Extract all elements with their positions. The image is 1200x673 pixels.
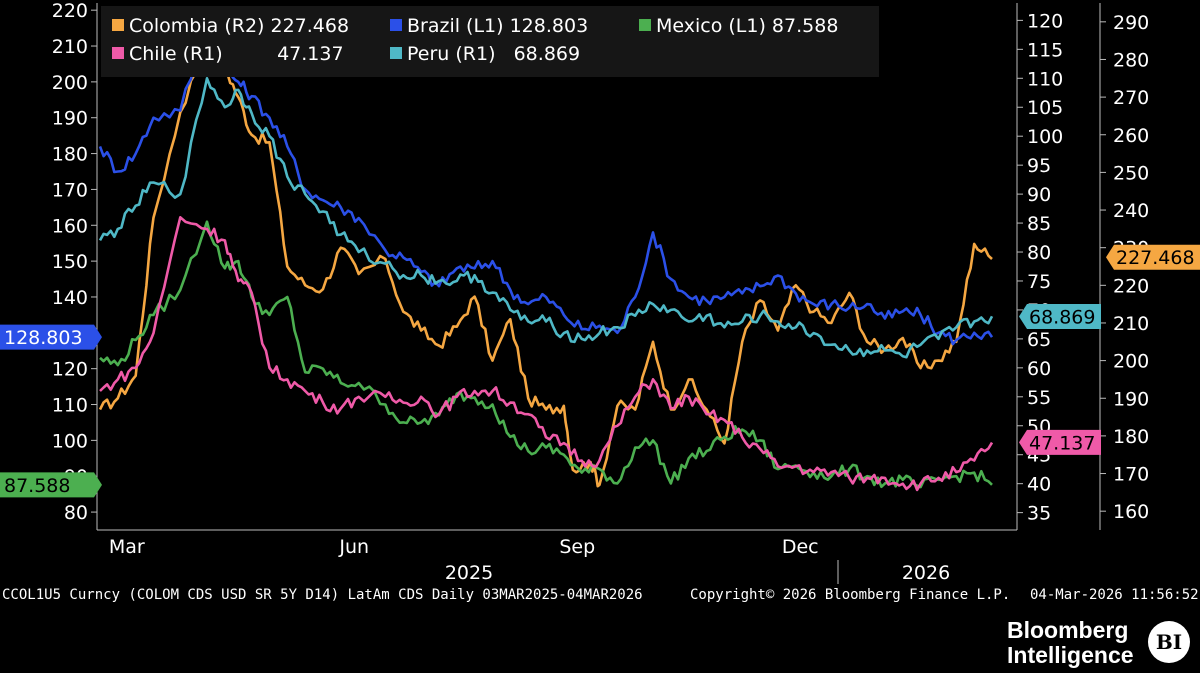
r2-tick-label: 180 [1113, 426, 1149, 448]
legend: Colombia (R2) 227.468 Brazil (L1) 128.80… [101, 6, 879, 77]
r2-tick-label: 270 [1113, 87, 1149, 109]
r2-tick-label: 290 [1113, 12, 1149, 34]
legend-swatch-colombia [112, 19, 124, 31]
footer-copyright: Copyright© 2026 Bloomberg Finance L.P. [690, 587, 1011, 603]
r2-tick-label: 160 [1113, 501, 1149, 523]
r1-tick-label: 85 [1027, 213, 1051, 235]
r2-tick-label: 200 [1113, 351, 1149, 373]
series-line-peru [98, 77, 994, 359]
plot-background [97, 3, 1017, 530]
r1-tick-label: 35 [1027, 503, 1051, 525]
series-line-chile [99, 216, 994, 492]
r1-tick-label: 55 [1027, 387, 1051, 409]
r1-tick-label: 115 [1027, 39, 1063, 61]
left-tick-label: 200 [52, 72, 88, 94]
r2-tick-label: 250 [1113, 162, 1149, 184]
r1-tick-label: 60 [1027, 358, 1051, 380]
legend-label-brazil: Brazil (L1) 128.803 [407, 15, 589, 37]
legend-label-peru: Peru (R1) 68.869 [407, 43, 581, 65]
series-line-brazil [98, 23, 994, 346]
r1-tick-label: 75 [1027, 271, 1051, 293]
value-tag-text: 68.869 [1029, 306, 1095, 328]
left-tick-label: 140 [52, 287, 88, 309]
x-month-label: Dec [782, 536, 819, 558]
r2-tick-label: 280 [1113, 49, 1149, 71]
value-tag-bg [1019, 429, 1101, 455]
legend-swatch-brazil [390, 19, 402, 31]
left-tick-label: 210 [52, 36, 88, 58]
r2-tick-label: 240 [1113, 200, 1149, 222]
value-tag-bg [1106, 244, 1200, 270]
legend-swatch-mexico [639, 19, 651, 31]
left-tick-label: 220 [52, 0, 88, 22]
value-tag-mexico: 87.588 [0, 472, 102, 498]
r1-tick-label: 110 [1027, 68, 1063, 90]
legend-item-brazil: Brazil (L1) 128.803 [390, 15, 588, 37]
left-tick-label: 150 [52, 251, 88, 273]
left-tick-label: 120 [52, 359, 88, 381]
left-tick-label: 180 [52, 144, 88, 166]
r1-tick-label: 90 [1027, 184, 1051, 206]
x-month-label: Sep [559, 536, 595, 558]
legend-label-mexico: Mexico (L1) 87.588 [656, 15, 839, 37]
left-tick-label: 160 [52, 215, 88, 237]
r2-tick-label: 170 [1113, 464, 1149, 486]
r1-tick-label: 80 [1027, 242, 1051, 264]
left-tick-label: 170 [52, 179, 88, 201]
x-year-label: 2026 [902, 562, 950, 584]
r1-tick-label: 120 [1027, 10, 1063, 32]
value-tag-text: 47.137 [1029, 432, 1095, 454]
r2-tick-label: 220 [1113, 275, 1149, 297]
legend-swatch-peru [390, 47, 402, 59]
footer-timestamp: 04-Mar-2026 11:56:52 [1030, 587, 1199, 603]
left-tick-label: 190 [52, 108, 88, 130]
footer-source: CCOL1U5 Curncy (COLOM CDS USD SR 5Y D14)… [2, 587, 643, 603]
brand-line1: Bloomberg [1007, 617, 1129, 643]
legend-item-chile: Chile (R1) 47.137 [112, 43, 344, 65]
r2-tick-label: 190 [1113, 388, 1149, 410]
value-tag-bg [0, 324, 102, 350]
value-tag-text: 128.803 [4, 327, 83, 349]
value-tag-chile: 47.137 [1019, 429, 1101, 455]
value-tag-text: 227.468 [1116, 247, 1195, 269]
legend-item-mexico: Mexico (L1) 87.588 [639, 15, 838, 37]
value-tag-brazil: 128.803 [0, 324, 102, 350]
brand-line2: Intelligence [1007, 642, 1134, 668]
value-tag-text: 87.588 [4, 475, 70, 497]
legend-item-peru: Peru (R1) 68.869 [390, 43, 580, 65]
value-tag-bg [0, 472, 102, 498]
r1-tick-label: 100 [1027, 126, 1063, 148]
x-month-label: Mar [109, 536, 145, 558]
value-tag-bg [1019, 303, 1101, 329]
legend-item-colombia: Colombia (R2) 227.468 [112, 15, 349, 37]
r2-tick-label: 260 [1113, 125, 1149, 147]
value-tag-colombia: 227.468 [1106, 244, 1200, 270]
x-month-label: Jun [338, 536, 369, 558]
left-tick-label: 110 [52, 395, 88, 417]
left-tick-label: 80 [64, 502, 88, 524]
legend-swatch-chile [112, 47, 124, 59]
r1-tick-label: 95 [1027, 155, 1051, 177]
r1-tick-label: 65 [1027, 329, 1051, 351]
brand-logo: Bloomberg Intelligence [1007, 618, 1134, 668]
series-line-colombia [98, 39, 993, 488]
r1-tick-label: 40 [1027, 474, 1051, 496]
legend-label-colombia: Colombia (R2) 227.468 [129, 15, 350, 37]
legend-label-chile: Chile (R1) 47.137 [129, 43, 344, 65]
r1-tick-label: 105 [1027, 97, 1063, 119]
x-year-label: 2025 [445, 562, 493, 584]
value-tag-peru: 68.869 [1019, 303, 1101, 329]
bi-badge-icon: BI [1148, 621, 1190, 663]
left-tick-label: 100 [52, 430, 88, 452]
r2-tick-label: 210 [1113, 313, 1149, 335]
